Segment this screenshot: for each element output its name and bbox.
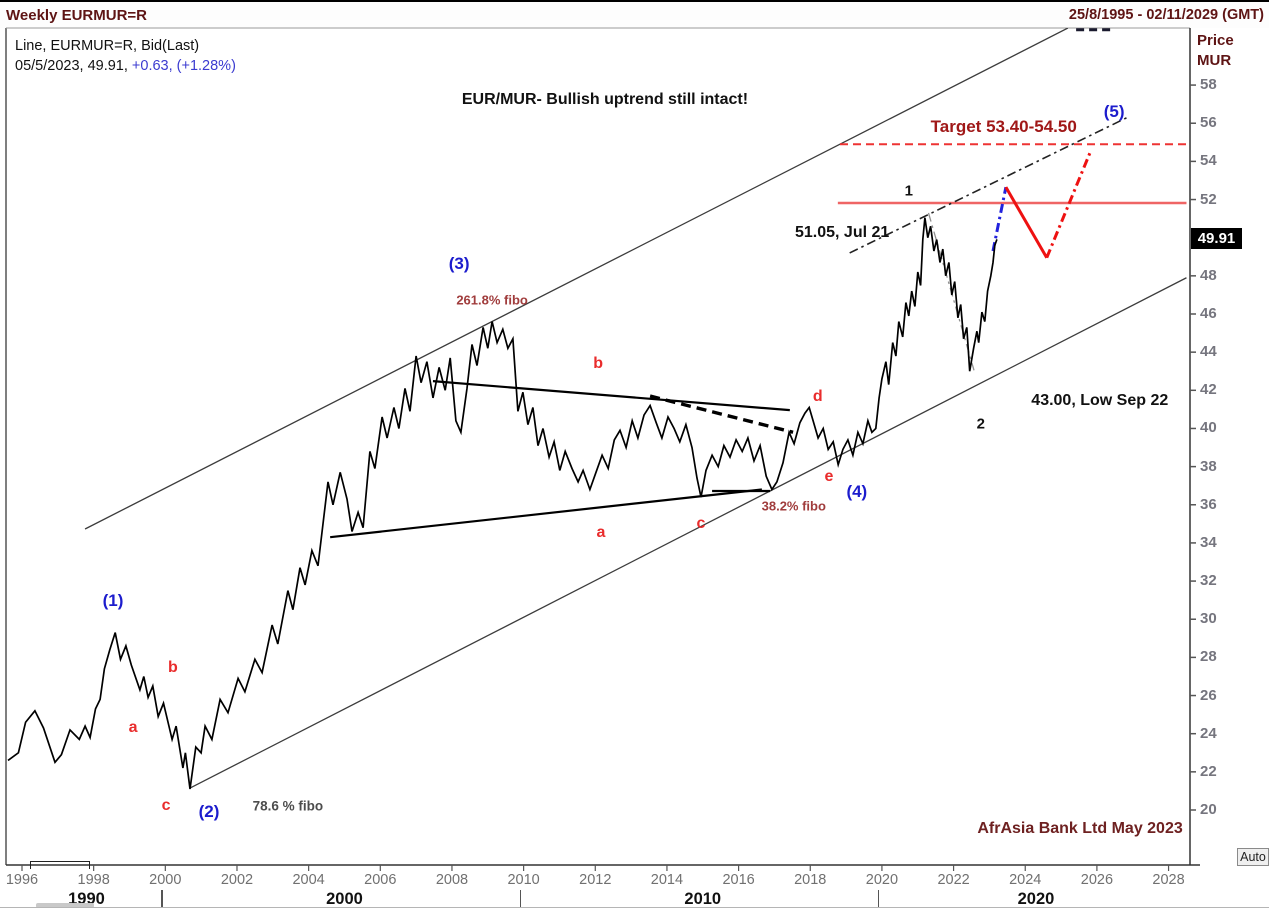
year-tick-label: 2002 (220, 872, 254, 888)
legend-quote-change: +0.63, (+1.28%) (127, 58, 236, 74)
price-tick-label: 46 (1200, 304, 1217, 322)
decade-separator (519, 890, 522, 907)
chart-line-triangle-upper-bd (432, 380, 790, 412)
auto-scale-button[interactable]: Auto (1237, 848, 1269, 866)
year-tick-label: 2004 (292, 872, 325, 888)
price-tick-label: 44 (1200, 343, 1217, 361)
chart-line-projection-red-down (1004, 186, 1049, 259)
price-tick-label: 20 (1200, 801, 1217, 818)
last-price-tag: 49.91 (1191, 228, 1242, 249)
chart-line-triangle-lower-ac (330, 488, 763, 539)
decade-label: 2010 (684, 890, 722, 908)
year-tick-label: 2028 (1152, 872, 1185, 888)
decade-label: 2020 (1017, 890, 1055, 908)
decade-separator (877, 890, 880, 907)
year-tick-label: 2024 (1009, 872, 1042, 888)
year-tick-label: 2016 (722, 872, 755, 888)
price-axis-title: Price (1197, 32, 1234, 49)
year-tick-label: 2006 (364, 872, 397, 888)
price-tick-label: 54 (1200, 152, 1217, 170)
price-tick-label: 22 (1200, 762, 1217, 780)
price-tick-label: 42 (1200, 381, 1217, 399)
price-tick-label: 56 (1200, 114, 1217, 132)
year-tick-label: 2022 (937, 872, 970, 888)
year-tick-label: 2010 (507, 872, 540, 888)
legend-last-quote: 05/5/2023, 49.91, +0.63, (+1.28%) (15, 56, 236, 76)
axis-zoom-handle[interactable] (30, 861, 90, 869)
window-bottom-border (0, 907, 1269, 908)
chart-header: Weekly EURMUR=R 25/8/1995 - 02/11/2029 (… (0, 2, 1269, 28)
price-tick-label: 52 (1200, 190, 1217, 208)
chart-instrument-title: Weekly EURMUR=R (6, 7, 148, 24)
legend-quote-value: 05/5/2023, 49.91, (15, 58, 128, 74)
price-tick-label: 30 (1200, 610, 1217, 628)
legend-series-name: Line, EURMUR=R, Bid(Last) (15, 38, 200, 54)
price-line-series (7, 217, 998, 790)
year-tick-label: 2018 (794, 872, 827, 888)
price-tick-label: 32 (1200, 572, 1217, 590)
year-tick-label: 2012 (579, 872, 612, 888)
chart-line-dashdot-to-wave5 (849, 115, 1130, 254)
price-tick-label: 40 (1200, 419, 1217, 437)
decade-separator (161, 890, 163, 907)
price-tick-label: 24 (1200, 724, 1217, 742)
axis-scrollbar-thumb[interactable] (36, 903, 94, 908)
price-tick-label: 36 (1200, 495, 1217, 513)
chart-line-inner-dashed-bd (649, 394, 794, 434)
chart-line-channel-upper (84, 28, 1069, 530)
price-tick-label: 58 (1200, 76, 1217, 94)
year-tick-label: 1996 (5, 872, 39, 888)
year-tick-label: 1998 (77, 872, 110, 888)
year-tick-label: 2008 (435, 872, 469, 888)
decade-label: 2000 (326, 890, 363, 908)
price-tick-label: 26 (1200, 686, 1217, 704)
price-tick-label: 38 (1200, 457, 1217, 475)
year-tick-label: 2000 (149, 872, 182, 888)
price-axis-unit: MUR (1197, 52, 1232, 69)
price-tick-label: 34 (1200, 533, 1217, 551)
price-tick-label: 48 (1200, 266, 1217, 284)
price-tick-label: 28 (1200, 648, 1217, 666)
series-legend: Line, EURMUR=R, Bid(Last) 05/5/2023, 49.… (15, 36, 236, 76)
window-top-border (0, 0, 1269, 2)
chart-date-range: 25/8/1995 - 02/11/2029 (GMT) (1068, 7, 1264, 23)
year-tick-label: 2026 (1080, 872, 1114, 888)
chart-line-channel-lower (189, 277, 1187, 789)
chart-line-projection-blue-up (991, 186, 1008, 252)
year-tick-label: 2014 (650, 872, 684, 888)
year-tick-label: 2020 (865, 872, 899, 888)
